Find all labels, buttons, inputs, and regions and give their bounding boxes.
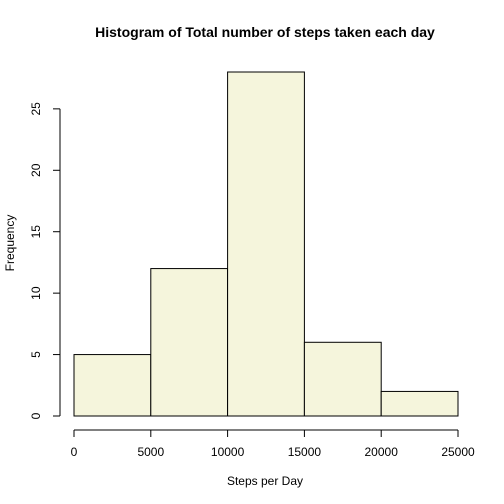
x-axis: 0 5000 10000 15000 20000 25000 [71, 429, 475, 459]
histogram-bar-2 [227, 71, 305, 417]
chart-title: Histogram of Total number of steps taken… [95, 24, 435, 40]
x-tick-label-5: 25000 [441, 445, 475, 459]
histogram-bar-3 [303, 341, 382, 417]
y-tick-label-3: 15 [29, 225, 43, 239]
y-tick-label-0: 0 [29, 412, 43, 419]
x-axis-label: Steps per Day [227, 474, 303, 488]
y-axis-label: Frequency [3, 215, 17, 272]
histogram-bar-1 [150, 268, 229, 417]
y-tick-label-4: 20 [29, 163, 43, 177]
x-tick-label-1: 5000 [137, 445, 164, 459]
y-tick-label-1: 5 [29, 351, 43, 358]
histogram-bar-0 [73, 354, 152, 417]
y-tick-label-2: 10 [29, 286, 43, 300]
bars-layer [73, 71, 459, 417]
histogram-bar-4 [380, 390, 459, 417]
x-tick-label-0: 0 [71, 445, 78, 459]
x-tick-label-2: 10000 [211, 445, 245, 459]
x-tick-label-4: 20000 [365, 445, 399, 459]
x-tick-label-3: 15000 [288, 445, 322, 459]
y-axis: 0 5 10 15 20 25 [29, 102, 61, 419]
y-tick-label-5: 25 [29, 102, 43, 116]
